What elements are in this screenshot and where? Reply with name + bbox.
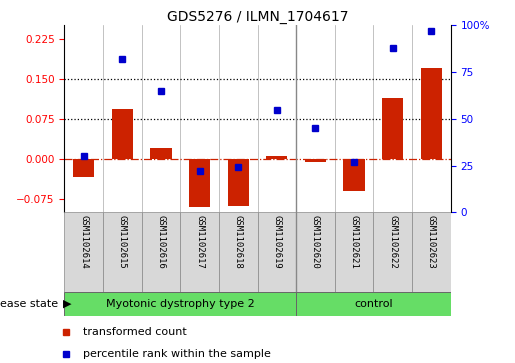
Text: GSM1102622: GSM1102622 [388, 215, 397, 269]
Bar [150, 148, 171, 159]
Bar [421, 68, 442, 159]
Text: GSM1102618: GSM1102618 [234, 215, 243, 269]
Text: GSM1102614: GSM1102614 [79, 215, 88, 269]
Bar [103, 212, 142, 292]
Bar [266, 156, 287, 159]
Text: GSM1102623: GSM1102623 [427, 215, 436, 269]
Title: GDS5276 / ILMN_1704617: GDS5276 / ILMN_1704617 [167, 11, 348, 24]
Bar [373, 212, 412, 292]
Bar [64, 212, 103, 292]
Text: GSM1102619: GSM1102619 [272, 215, 281, 269]
Text: GSM1102615: GSM1102615 [118, 215, 127, 269]
Bar [189, 159, 210, 207]
Bar [73, 159, 94, 176]
Bar [296, 292, 451, 316]
Bar [335, 212, 373, 292]
Bar [305, 159, 326, 162]
Bar [219, 212, 258, 292]
Bar [382, 98, 403, 159]
Text: disease state: disease state [0, 299, 62, 309]
Bar [344, 159, 365, 191]
Bar [142, 212, 180, 292]
Text: GSM1102620: GSM1102620 [311, 215, 320, 269]
Text: ▶: ▶ [63, 299, 72, 309]
Bar [64, 292, 296, 316]
Text: transformed count: transformed count [82, 327, 186, 337]
Bar [412, 212, 451, 292]
Bar [228, 159, 249, 206]
Text: GSM1102616: GSM1102616 [157, 215, 165, 269]
Text: Myotonic dystrophy type 2: Myotonic dystrophy type 2 [106, 299, 254, 309]
Text: control: control [354, 299, 392, 309]
Text: GSM1102621: GSM1102621 [350, 215, 358, 269]
Bar [296, 212, 335, 292]
Bar [180, 212, 219, 292]
Bar [258, 212, 296, 292]
Text: percentile rank within the sample: percentile rank within the sample [82, 348, 270, 359]
Bar [112, 109, 133, 159]
Text: GSM1102617: GSM1102617 [195, 215, 204, 269]
